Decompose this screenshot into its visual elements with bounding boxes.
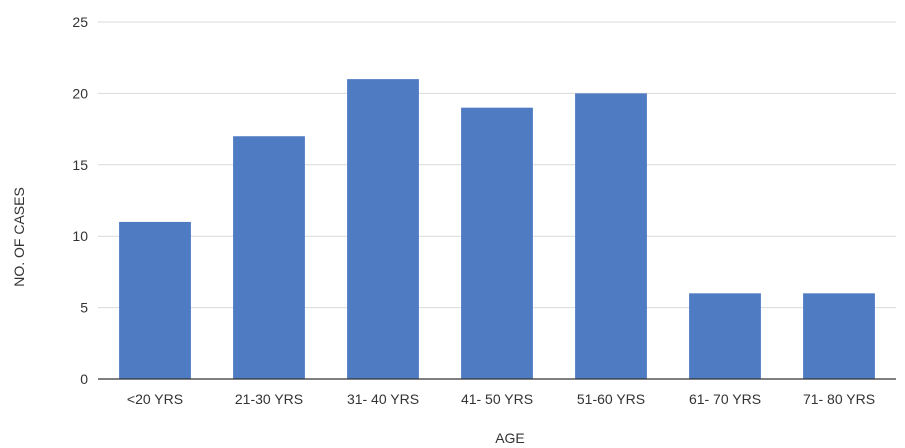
y-tick-label: 5 xyxy=(80,300,88,316)
y-axis-title: NO. OF CASES xyxy=(11,187,27,287)
bar xyxy=(119,221,191,379)
x-tick-label: 41- 50 YRS xyxy=(461,391,533,407)
x-tick-label: 31- 40 YRS xyxy=(347,391,419,407)
y-tick-label: 10 xyxy=(72,228,88,244)
y-tick-labels: 0 5 10 15 20 25 xyxy=(72,14,88,387)
x-axis-title: AGE xyxy=(495,430,525,446)
x-tick-label: 51-60 YRS xyxy=(577,391,645,407)
bar xyxy=(689,293,761,379)
y-tick-label: 15 xyxy=(72,157,88,173)
y-tick-label: 20 xyxy=(72,85,88,101)
x-tick-labels: <20 YRS 21-30 YRS 31- 40 YRS 41- 50 YRS 51-6… xyxy=(127,391,875,407)
bar xyxy=(233,136,305,379)
bar xyxy=(461,107,533,380)
x-tick-label: 61- 70 YRS xyxy=(689,391,761,407)
y-tick-label: 0 xyxy=(80,371,88,387)
bar xyxy=(347,79,419,380)
bar xyxy=(575,93,647,380)
x-tick-label: 71- 80 YRS xyxy=(803,391,875,407)
x-tick-label: <20 YRS xyxy=(127,391,183,407)
bars xyxy=(119,79,875,380)
bar xyxy=(803,293,875,379)
y-tick-label: 25 xyxy=(72,14,88,30)
x-tick-label: 21-30 YRS xyxy=(235,391,303,407)
